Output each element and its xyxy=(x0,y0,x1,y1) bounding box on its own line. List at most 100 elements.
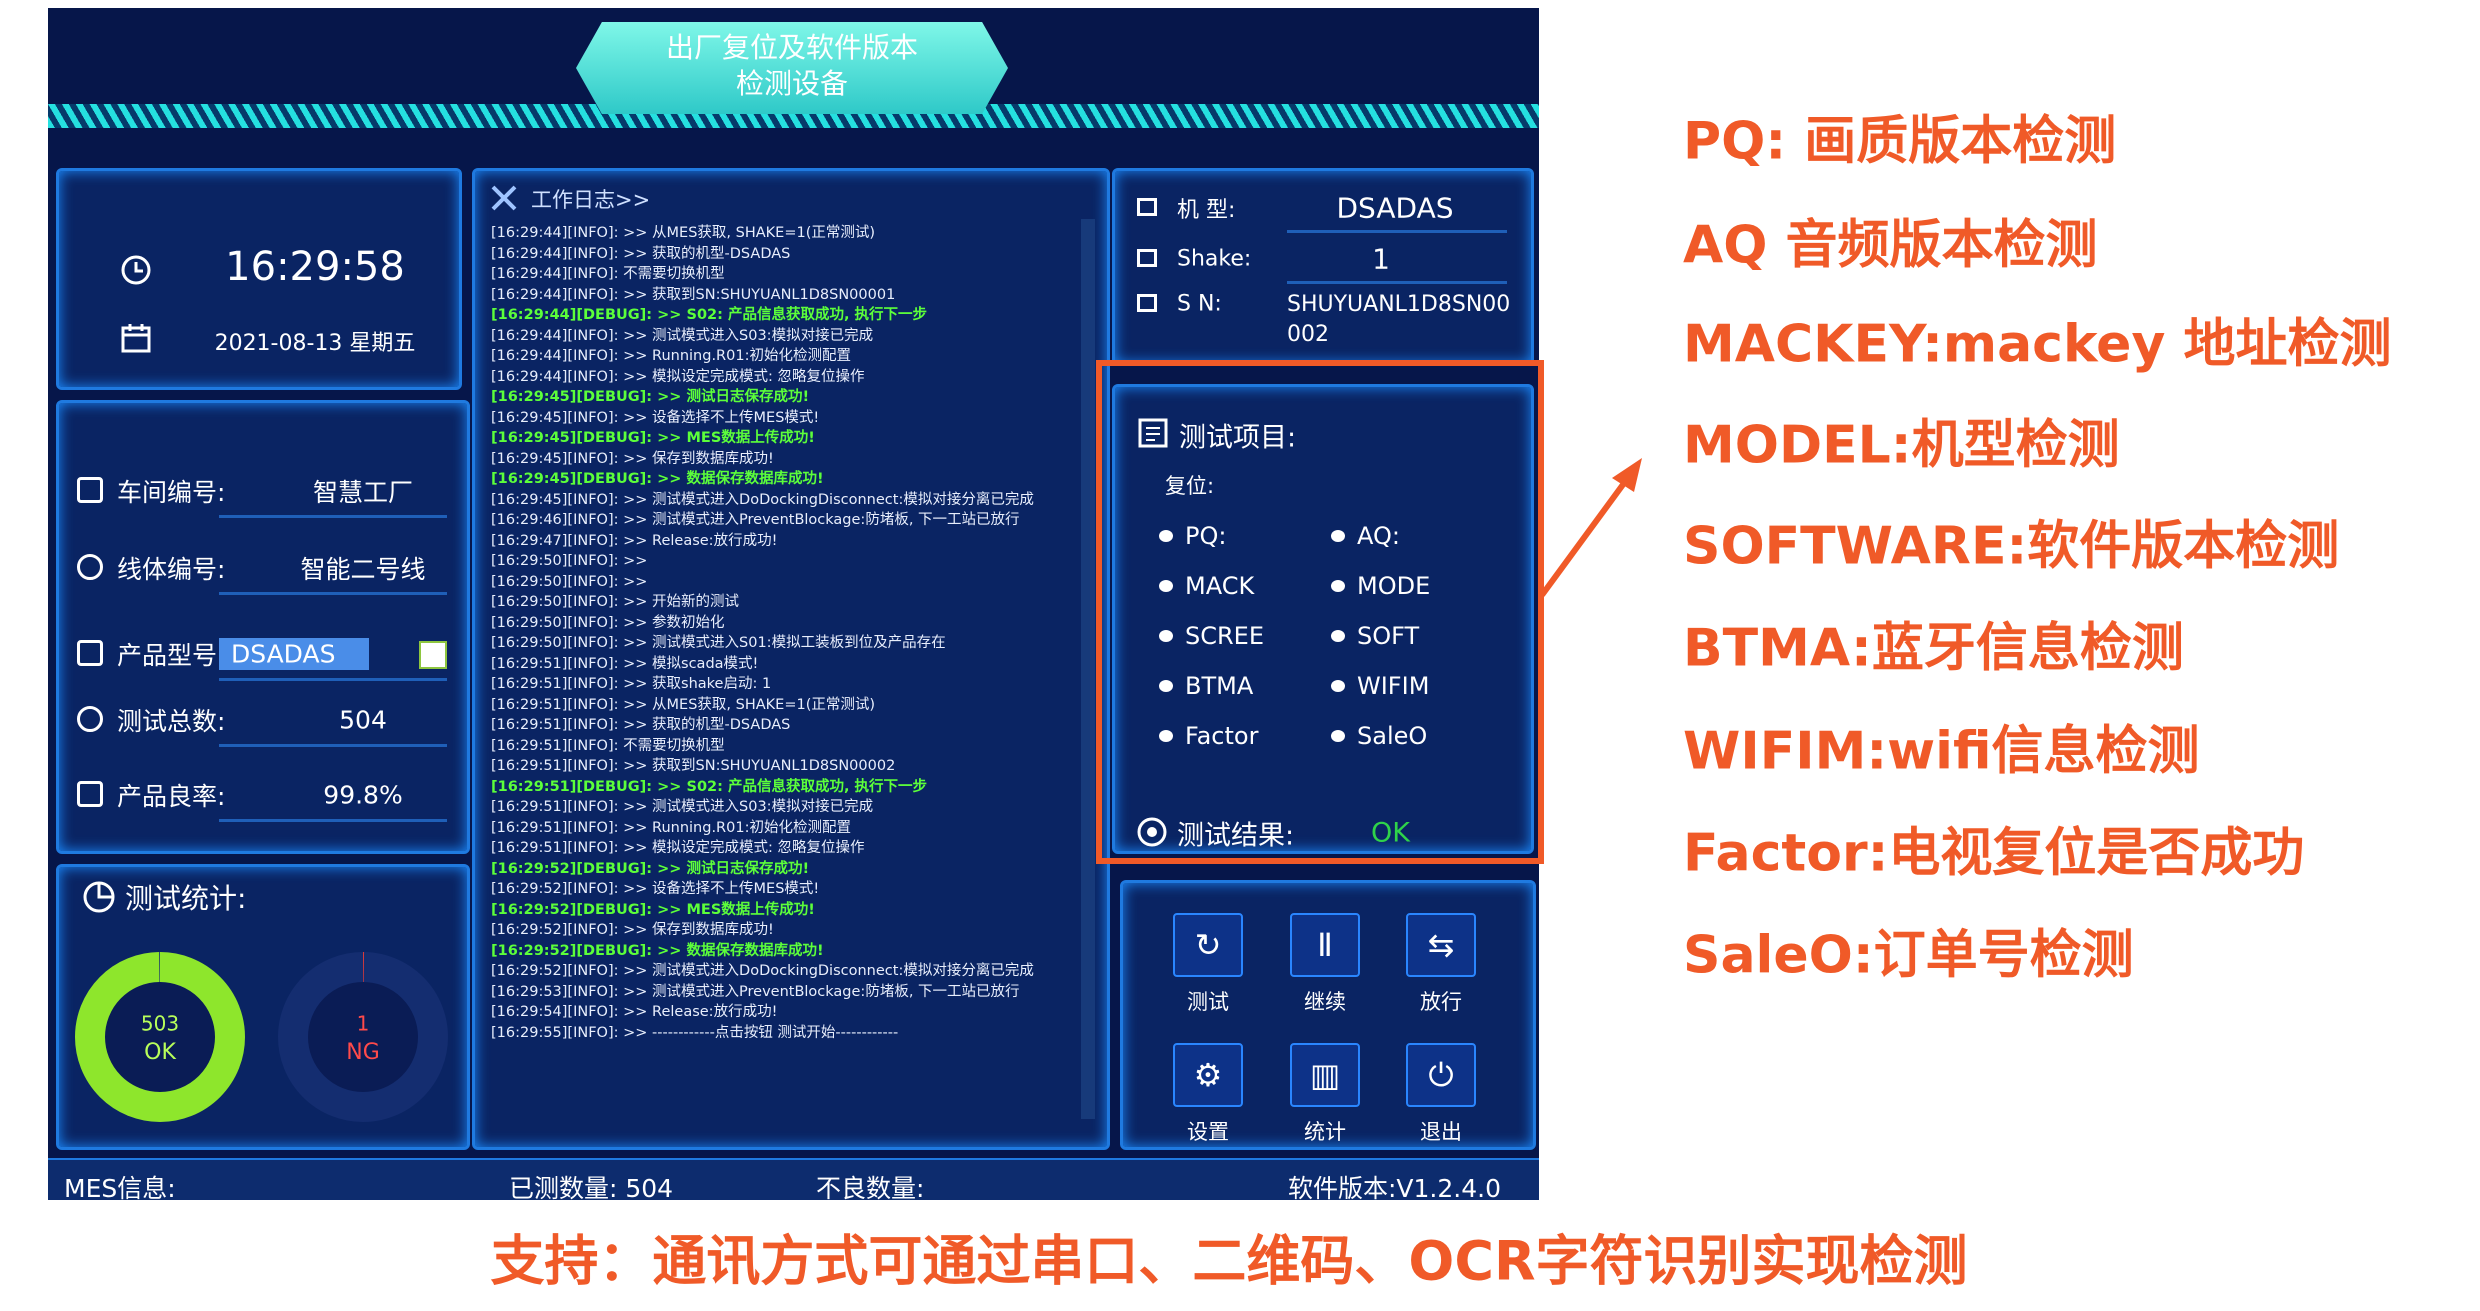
button-label: 放行 xyxy=(1420,990,1462,1014)
status-defects: 不良数量: xyxy=(816,1174,925,1200)
header-title: 出厂复位及软件版本 检测设备 xyxy=(576,30,1008,102)
annotation: Factor:电视复位是否成功 xyxy=(1683,823,2305,884)
log-list: [16:29:44][INFO]: >> 从MES获取, SHAKE=1(正常测… xyxy=(491,223,1071,1123)
log-line: [16:29:45][DEBUG]: >> 数据保存数据库成功! xyxy=(491,471,824,487)
annotation: MODEL:机型检测 xyxy=(1683,415,2120,476)
app-screen: 出厂复位及软件版本 检测设备 16:29:58 2021-08-13 星期五 车… xyxy=(48,8,1539,1200)
buttons-panel: ↻ 测试 Ⅱ 继续 ⇆ 放行 ⚙ 设置 ▥ 统计 ⏻ 退出 xyxy=(1120,880,1536,1150)
test-items-panel: 测试项目: 复位: 测试结果: OK PQ: AQ: MACK MODE SCREE SO… xyxy=(1112,384,1534,854)
test-items-title: 测试项目: xyxy=(1179,422,1297,454)
donut-arc xyxy=(278,952,448,1122)
button-icon: Ⅱ xyxy=(1317,926,1333,964)
log-line: [16:29:52][INFO]: >> 测试模式进入DoDockingDisc… xyxy=(491,963,1034,979)
item-bullet xyxy=(1331,630,1345,642)
log-line: [16:29:51][INFO]: >> 模拟scada模式! xyxy=(491,655,759,672)
log-line: [16:29:45][INFO]: >> 设备选择不上传MES模式! xyxy=(491,409,820,426)
result-label: 测试结果: xyxy=(1177,820,1295,852)
scrollbar[interactable] xyxy=(1081,219,1095,1119)
info-label: 车间编号: xyxy=(117,478,226,507)
log-line: [16:29:45][INFO]: >> 测试模式进入DoDockingDisc… xyxy=(491,491,1034,508)
log-line: [16:29:44][INFO]: >> 测试模式进入S03:模拟对接已完成 xyxy=(491,327,874,344)
device-underline xyxy=(1287,230,1507,233)
log-line: [16:29:45][DEBUG]: >> MES数据上传成功! xyxy=(491,430,815,446)
annotation: PQ: 画质版本检测 xyxy=(1683,111,2117,172)
test-item: PQ: xyxy=(1185,522,1227,550)
log-line: [16:29:50][INFO]: >> xyxy=(491,573,648,590)
info-value: 智能二号线 xyxy=(300,555,426,584)
device-value: SHUYUANL1D8SN00002 xyxy=(1287,292,1511,347)
title-line: 检测设备 xyxy=(735,67,848,100)
info-label: 线体编号: xyxy=(117,555,226,584)
info-value: 504 xyxy=(339,705,387,735)
info-value: 智慧工厂 xyxy=(312,478,414,507)
log-line: [16:29:51][INFO]: >> 获取shake启动: 1 xyxy=(491,676,772,692)
annotation: BTMA:蓝牙信息检测 xyxy=(1683,618,2184,679)
device-panel: 机 型: DSADAS Shake: 1 S N: SHUYUANL1D8SN00002 xyxy=(1112,168,1534,366)
log-line: [16:29:51][INFO]: >> 模拟设定完成模式: 忽略复位操作 xyxy=(491,840,865,856)
log-line: [16:29:46][INFO]: >> 测试模式进入PreventBlocka… xyxy=(491,512,1020,528)
device-label: 机 型: xyxy=(1177,198,1236,223)
button-icon: ⚙ xyxy=(1193,1056,1223,1094)
donut-arc xyxy=(75,952,245,1122)
item-bullet xyxy=(1331,580,1345,592)
info-icon xyxy=(77,477,103,503)
button-label: 测试 xyxy=(1187,990,1229,1014)
result-value: OK xyxy=(1371,817,1410,849)
test-item: Factor xyxy=(1185,722,1259,750)
item-bullet xyxy=(1159,680,1173,692)
device-label: S N: xyxy=(1177,291,1222,317)
info-underline xyxy=(219,515,447,518)
calendar-icon xyxy=(121,324,151,353)
log-line: [16:29:50][INFO]: >> 测试模式进入S01:模拟工装板到位及产… xyxy=(491,635,946,651)
info-panel: 车间编号: 智慧工厂 线体编号: 智能二号线 产品型号: DSADAS 测试总数: 504 产品… xyxy=(56,400,470,854)
product-check[interactable] xyxy=(419,641,447,669)
item-bullet xyxy=(1159,530,1173,542)
title-line: 出厂复位及软件版本 xyxy=(665,31,918,64)
stats-panel: 测试统计: 503 OK 1 NG xyxy=(56,864,470,1150)
stats-donuts: 503 OK 1 NG xyxy=(75,952,448,1122)
action-button[interactable]: ⚙ xyxy=(1173,1043,1243,1107)
info-underline xyxy=(219,744,447,747)
action-button[interactable]: ↻ xyxy=(1173,913,1243,977)
action-button[interactable]: ⇆ xyxy=(1406,913,1476,977)
item-bullet xyxy=(1159,730,1173,742)
info-label: 测试总数: xyxy=(117,707,226,736)
annotation: WIFIM:wifi信息检测 xyxy=(1683,721,2200,782)
annotation: MACKEY:mackey 地址检测 xyxy=(1683,314,2392,375)
footer-note: 支持：通讯方式可通过串口、二维码、OCR字符识别实现检测 xyxy=(490,1229,1968,1293)
log-line: [16:29:51][INFO]: >> 测试模式进入S03:模拟对接已完成 xyxy=(491,799,874,815)
test-item: MODE xyxy=(1357,572,1431,600)
button-label: 继续 xyxy=(1304,990,1346,1014)
device-icon xyxy=(1137,249,1157,267)
info-underline xyxy=(219,819,447,822)
test-item: MACK xyxy=(1185,572,1255,600)
device-label: Shake: xyxy=(1177,246,1252,272)
highlight-box xyxy=(1096,360,1544,864)
annotation: SaleO:订单号检测 xyxy=(1683,925,2134,986)
log-panel: 工作日志>> [16:29:44][INFO]: >> 从MES获取, SHAK… xyxy=(472,168,1110,1150)
item-bullet xyxy=(1159,580,1173,592)
test-item: WIFIM xyxy=(1357,672,1430,700)
header-banner xyxy=(576,22,1008,114)
log-line: [16:29:44][INFO]: >> 模拟设定完成模式: 忽略复位操作 xyxy=(491,368,865,385)
action-button[interactable]: Ⅱ xyxy=(1290,913,1360,977)
info-underline xyxy=(219,678,447,681)
log-line: [16:29:51][INFO]: >> 从MES获取, SHAKE=1(正常测… xyxy=(491,696,876,713)
log-line: [16:29:51][INFO]: >> 获取的机型-DSADAS xyxy=(491,717,791,733)
donut-count: 1 xyxy=(357,1012,370,1036)
test-item: BTMA xyxy=(1185,672,1254,700)
log-line: [16:29:51][INFO]: >> Running.R01:初始化检测配置 xyxy=(491,819,851,836)
stats-icon xyxy=(83,881,115,913)
info-value: 99.8% xyxy=(323,780,403,810)
log-line: [16:29:51][DEBUG]: >> S02: 产品信息获取成功, 执行下… xyxy=(491,778,928,795)
donut-label: NG xyxy=(346,1040,380,1065)
info-label: 产品型号: xyxy=(117,641,226,670)
action-button[interactable]: ▥ xyxy=(1290,1043,1360,1107)
button-icon: ▥ xyxy=(1309,1056,1341,1094)
date: 2021-08-13 星期五 xyxy=(214,331,416,356)
reset-label: 复位: xyxy=(1165,474,1215,498)
action-button[interactable]: ⏻ xyxy=(1406,1043,1476,1107)
annotation: SOFTWARE:软件版本检测 xyxy=(1683,516,2340,577)
test-icon xyxy=(1138,418,1168,448)
